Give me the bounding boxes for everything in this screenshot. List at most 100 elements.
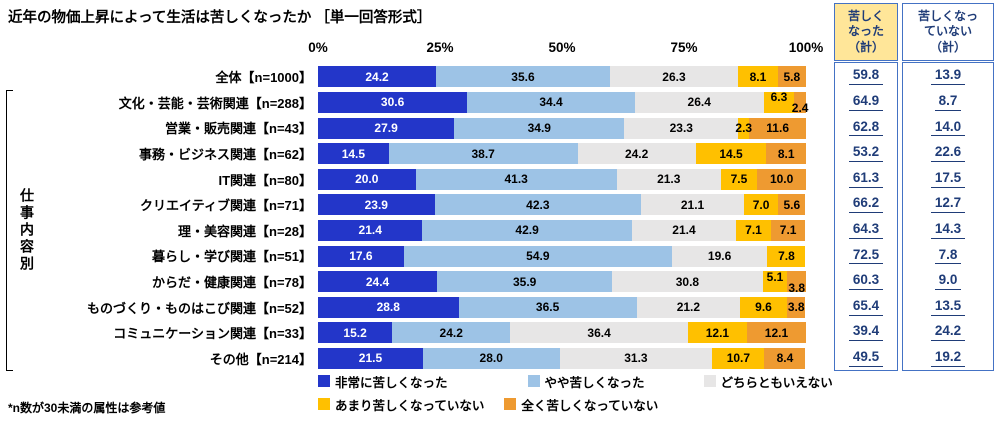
legend-item: 全く苦しくなっていない bbox=[504, 395, 658, 414]
bar-segment-value: 5.6 bbox=[783, 197, 801, 212]
category-label: IT関連【n=80】 bbox=[218, 172, 312, 188]
category-label: からだ・健康関連【n=78】 bbox=[152, 275, 312, 291]
stacked-bar: 28.8 36.5 21.2 9.6 3.8 bbox=[318, 296, 806, 318]
bar-segment-value: 31.3 bbox=[624, 351, 648, 366]
bar-segment-value: 38.7 bbox=[471, 146, 495, 161]
bar-segment-value: 15.2 bbox=[343, 325, 367, 340]
bar-segment: 42.9 bbox=[422, 219, 632, 241]
stacked-bar: 27.9 34.9 23.3 2.3 11.6 bbox=[318, 117, 806, 139]
bar-segment: 5.1 bbox=[762, 271, 788, 293]
bar-segment: 21.4 bbox=[631, 219, 737, 241]
bar-segment: 3.8 bbox=[787, 271, 806, 294]
bar-segment: 27.9 bbox=[318, 117, 455, 139]
bar-segment-value: 21.2 bbox=[676, 300, 701, 315]
category-group-label: 仕事内容別 bbox=[14, 90, 40, 371]
bar-segment: 10.0 bbox=[757, 168, 806, 190]
bar-segment: 31.3 bbox=[559, 347, 713, 369]
bar-segment-value: 30.6 bbox=[380, 95, 405, 110]
summary-header-line: （計） bbox=[929, 39, 966, 54]
summary-value-not-hard-text: 14.0 bbox=[930, 119, 966, 137]
summary-value-not-hard-text: 24.2 bbox=[930, 324, 966, 342]
summary-column-not-hard bbox=[902, 62, 994, 371]
bar-segment: 24.2 bbox=[577, 143, 696, 165]
bar-segment-value: 7.1 bbox=[779, 223, 797, 238]
bar-segment-value: 26.3 bbox=[662, 69, 686, 84]
bar-segment-value: 2.4 bbox=[791, 101, 809, 116]
bar-segment: 12.1 bbox=[746, 322, 806, 344]
bar-segment: 35.6 bbox=[436, 66, 610, 88]
bar-segment: 36.5 bbox=[458, 296, 637, 318]
bar-segment: 41.3 bbox=[415, 168, 617, 190]
bar-segment: 2.4 bbox=[791, 91, 809, 116]
stacked-bar: 20.0 41.3 21.3 7.5 10.0 bbox=[318, 168, 806, 190]
stacked-bar: 14.5 38.7 24.2 14.5 8.1 bbox=[318, 143, 806, 165]
legend-item: どちらともいえない bbox=[703, 372, 833, 391]
summary-header-line: （計） bbox=[847, 39, 884, 54]
bar-segment: 21.1 bbox=[641, 194, 744, 216]
summary-value-not-hard-text: 8.7 bbox=[934, 93, 962, 111]
bar-segment-value: 42.9 bbox=[515, 223, 539, 238]
bar-segment-value: 21.3 bbox=[657, 172, 681, 187]
bar-segment: 21.2 bbox=[636, 296, 741, 318]
bar-segment: 8.1 bbox=[766, 143, 806, 165]
bar-segment-value: 24.4 bbox=[365, 274, 390, 289]
summary-value-not-hard-text: 19.2 bbox=[930, 349, 966, 367]
bar-segment: 17.6 bbox=[318, 245, 404, 267]
bar-segment: 28.0 bbox=[422, 347, 560, 369]
bar-segment-value: 7.5 bbox=[730, 172, 748, 187]
bar-segment-value: 8.1 bbox=[777, 146, 795, 161]
summary-header-line: 苦しくなっ bbox=[917, 8, 978, 23]
summary-value-not-hard-text: 13.9 bbox=[930, 68, 966, 86]
bar-segment-value: 42.3 bbox=[526, 197, 550, 212]
bar-segment: 11.6 bbox=[749, 117, 806, 139]
summary-value-hard: 64.3 bbox=[834, 218, 898, 244]
legend-label: 全く苦しくなっていない bbox=[521, 398, 659, 413]
bar-segment: 14.5 bbox=[695, 143, 767, 165]
summary-value-not-hard: 14.0 bbox=[902, 115, 994, 141]
summary-header-not-hard: 苦しくなっ ていない （計） bbox=[902, 3, 994, 61]
summary-value-not-hard: 12.7 bbox=[902, 192, 994, 218]
legend-label: やや苦しくなった bbox=[544, 375, 645, 390]
bar-segment-value: 19.6 bbox=[707, 249, 732, 263]
legend-swatch bbox=[318, 375, 330, 387]
bar-segment: 15.2 bbox=[318, 322, 393, 344]
bar-segment-value: 26.4 bbox=[687, 95, 711, 110]
bar-segment-value: 35.9 bbox=[512, 274, 537, 289]
category-label: 暮らし・学び関連【n=51】 bbox=[152, 249, 312, 265]
x-axis-tick: 25% bbox=[426, 40, 454, 55]
summary-value-hard-text: 49.5 bbox=[848, 349, 884, 367]
bar-segment: 28.8 bbox=[318, 296, 459, 318]
bar-segment: 30.8 bbox=[612, 271, 763, 293]
summary-value-not-hard-text: 17.5 bbox=[930, 170, 966, 188]
category-label: 文化・芸能・芸術関連【n=288】 bbox=[118, 95, 312, 111]
chart-title: 近年の物価上昇によって生活は苦しくなったか ［単一回答形式］ bbox=[8, 10, 432, 26]
summary-value-hard: 49.5 bbox=[834, 346, 898, 372]
bar-segment: 24.2 bbox=[318, 66, 437, 88]
category-label: 事務・ビジネス関連【n=62】 bbox=[139, 147, 312, 163]
summary-value-not-hard: 22.6 bbox=[902, 141, 994, 167]
bar-segment: 21.3 bbox=[616, 168, 721, 190]
bar-segment: 26.4 bbox=[634, 91, 764, 113]
bar-segment-value: 28.8 bbox=[376, 300, 400, 315]
bar-segment: 24.4 bbox=[318, 271, 438, 293]
bar-segment-value: 24.2 bbox=[439, 325, 463, 340]
bar-segment-value: 24.2 bbox=[365, 69, 389, 84]
legend-item: 非常に苦しくなった bbox=[318, 372, 448, 391]
summary-value-hard-text: 39.4 bbox=[848, 324, 884, 342]
bar-segment-value: 14.5 bbox=[341, 146, 366, 161]
bar-segment-value: 36.5 bbox=[535, 300, 560, 315]
bar-segment-value: 21.4 bbox=[672, 223, 696, 238]
bar-segment: 10.7 bbox=[712, 347, 765, 369]
summary-value-hard: 59.8 bbox=[834, 64, 898, 90]
category-label: コミュニケーション関連【n=33】 bbox=[113, 326, 312, 342]
footnote: *n数が30未満の属性は参考値 bbox=[8, 401, 166, 415]
legend-swatch bbox=[527, 375, 540, 387]
bar-segment: 12.1 bbox=[687, 322, 747, 344]
bar-segment-value: 27.9 bbox=[374, 121, 398, 135]
category-label: クリエイティブ関連【n=71】 bbox=[140, 198, 312, 214]
summary-value-not-hard-text: 14.3 bbox=[930, 221, 966, 239]
legend-item: あまり苦しくなっていない bbox=[318, 395, 484, 414]
bar-segment: 23.9 bbox=[318, 194, 435, 216]
x-axis-tick: 75% bbox=[670, 40, 698, 55]
